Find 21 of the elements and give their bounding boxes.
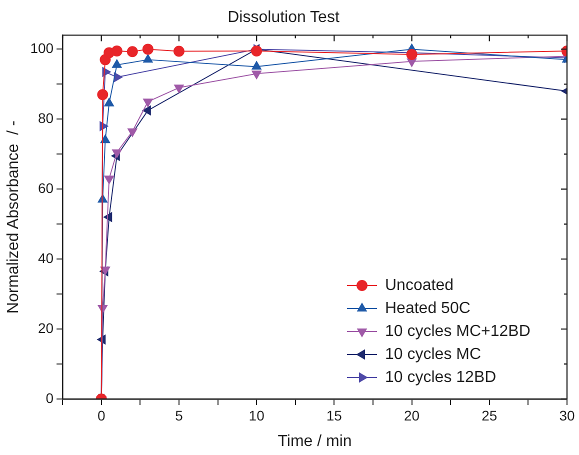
x-tick-label: 20 — [404, 407, 420, 424]
x-tick-label: 10 — [248, 407, 265, 424]
x-tick-label: 5 — [175, 407, 184, 424]
y-tick-label: 60 — [38, 180, 54, 196]
y-tick-label: 0 — [46, 390, 54, 406]
x-tick-label: 30 — [559, 407, 575, 424]
y-axis-title: Normalized Absorbance / - — [5, 120, 22, 314]
y-tick-label: 40 — [38, 250, 54, 266]
y-tick-label: 100 — [30, 40, 54, 56]
legend-label: Uncoated — [385, 276, 454, 294]
legend-label: 10 cycles MC — [385, 346, 482, 363]
x-tick-label: 0 — [97, 407, 106, 424]
x-tick-label: 25 — [482, 407, 498, 424]
x-axis-title: Time / min — [278, 432, 352, 450]
x-tick-label: 15 — [326, 407, 342, 424]
y-tick-label: 80 — [38, 110, 54, 126]
legend-label: 10 cycles 12BD — [385, 368, 496, 386]
y-tick-label: 20 — [38, 320, 54, 336]
chart-title: Dissolution Test — [228, 9, 340, 26]
legend-label: 10 cycles MC+12BD — [385, 322, 530, 340]
legend-label: Heated 50C — [385, 300, 470, 317]
